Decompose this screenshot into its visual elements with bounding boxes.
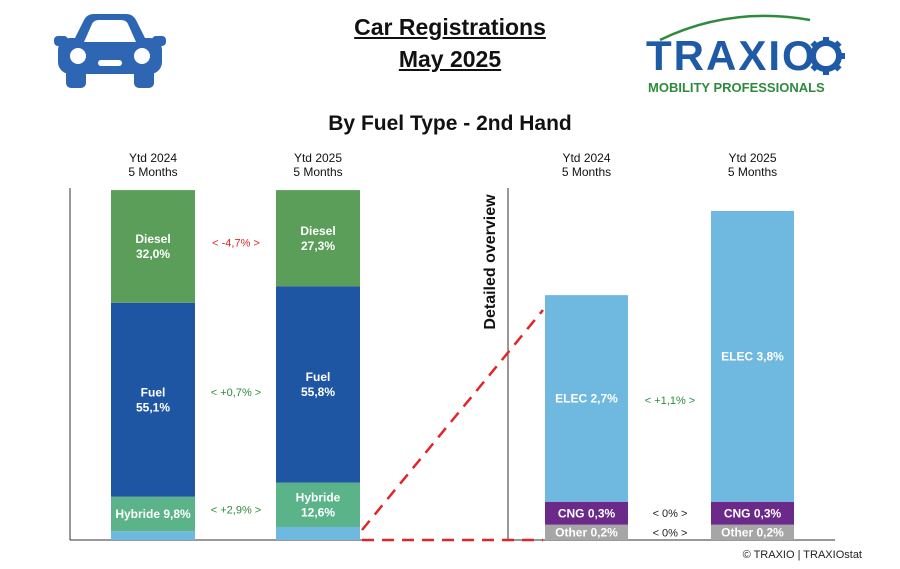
logo-brand: TRAXIO <box>646 32 817 79</box>
axis-label-detailed-overview: Detailed overview <box>482 194 499 330</box>
bar-segment-elec <box>545 295 628 502</box>
data-label: 27,3% <box>301 239 335 253</box>
data-label: Other 0,2% <box>721 526 784 540</box>
data-label: 55,8% <box>301 385 335 399</box>
connector-line <box>361 309 544 531</box>
category-label: 5 Months <box>728 165 777 179</box>
data-label: ELEC 3,8% <box>721 350 784 364</box>
data-label: Fuel <box>141 385 166 399</box>
logo-tagline: MOBILITY PROFESSIONALS <box>648 80 825 95</box>
bar-segment-diesel <box>276 190 360 287</box>
delta-label: < 0% > <box>653 508 688 520</box>
bar-segment-cng <box>545 501 628 525</box>
data-label: Other 0,2% <box>555 526 618 540</box>
data-label: 32,0% <box>136 247 170 261</box>
bar-segment-hybride <box>111 496 195 532</box>
data-label: 12,6% <box>301 506 335 520</box>
data-label: Hybride <box>296 491 341 505</box>
delta-label: < +2,9% > <box>211 504 261 516</box>
delta-label: < +0,7% > <box>211 387 261 399</box>
category-label: Ytd 2024 <box>129 151 177 165</box>
category-label: Ytd 2025 <box>294 151 342 165</box>
bar-segment-cng <box>711 501 794 525</box>
data-label: Diesel <box>300 224 335 238</box>
bar-segment-other_small <box>111 531 195 540</box>
category-label: 5 Months <box>128 165 177 179</box>
gear-icon <box>807 37 845 75</box>
delta-label: < -4,7% > <box>212 237 260 249</box>
chart-title-line1: Car Registrations <box>354 14 546 40</box>
data-label: ELEC 2,7% <box>555 392 618 406</box>
bar-segment-fuel <box>276 286 360 483</box>
bar-segment-elec <box>711 210 794 502</box>
car-icon <box>54 8 166 92</box>
data-label: 55,1% <box>136 400 170 414</box>
bar-segment-fuel <box>111 302 195 497</box>
delta-label: < 0% > <box>653 527 688 539</box>
category-label: Ytd 2025 <box>728 151 776 165</box>
copyright-text: © TRAXIO | TRAXIOstat <box>742 549 862 561</box>
data-label: Fuel <box>306 370 331 384</box>
bar-segment-other <box>545 524 628 540</box>
chart-subtitle: By Fuel Type - 2nd Hand <box>328 112 572 135</box>
data-label: Hybride 9,8% <box>115 507 191 521</box>
category-label: 5 Months <box>293 165 342 179</box>
traxio-logo: TRAXIO MOBILITY PROFESSIONALS <box>640 10 860 100</box>
data-label: CNG 0,3% <box>558 506 616 520</box>
delta-label: < +1,1% > <box>645 395 695 407</box>
data-label: CNG 0,3% <box>724 506 782 520</box>
category-label: 5 Months <box>562 165 611 179</box>
bar-segment-diesel <box>111 190 195 303</box>
bar-segment-hybride <box>276 482 360 527</box>
category-label: Ytd 2024 <box>562 151 610 165</box>
chart-title-line2: May 2025 <box>398 46 502 72</box>
data-label: Diesel <box>135 232 170 246</box>
bar-segment-other <box>711 524 794 540</box>
bar-segment-other_small <box>276 526 360 540</box>
